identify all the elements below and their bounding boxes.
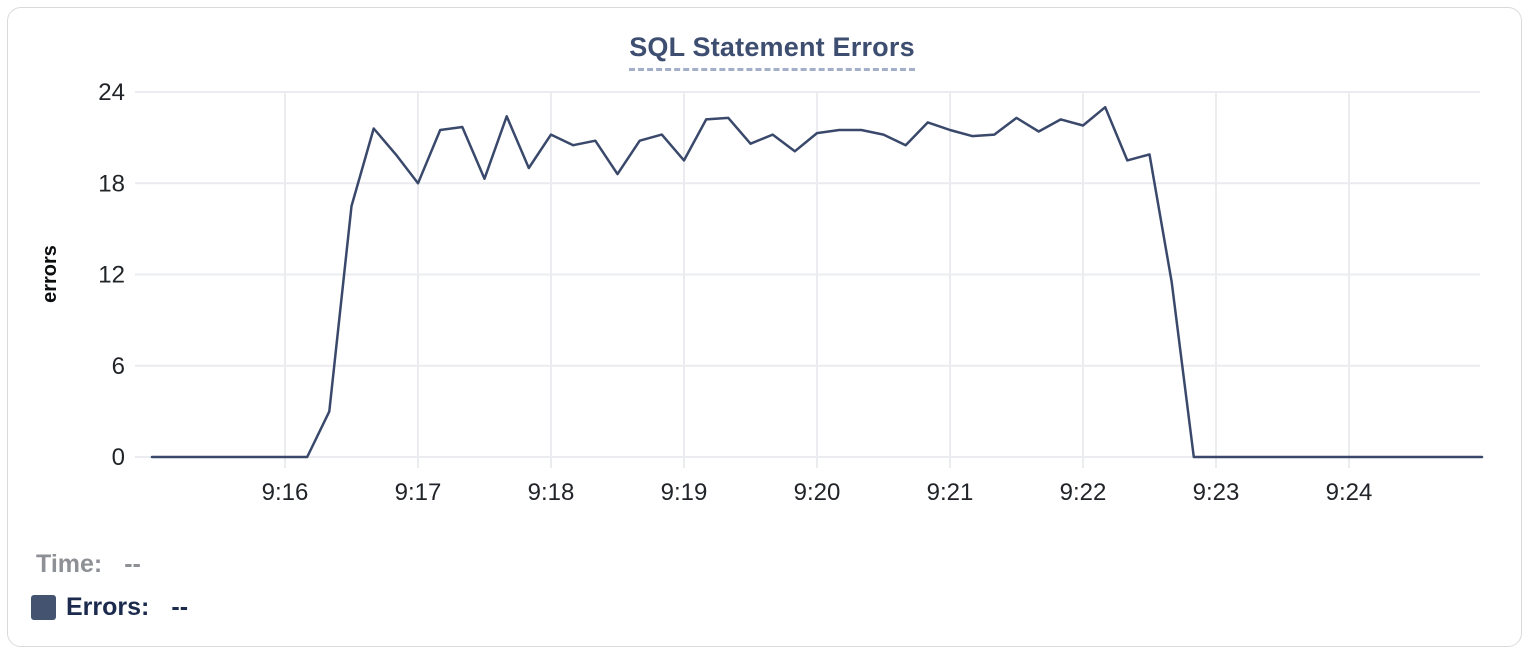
- x-tick-label: 9:17: [395, 479, 442, 506]
- tooltip-errors-value: --: [171, 593, 189, 621]
- y-tick-label: 0: [112, 444, 125, 471]
- y-axis-label: errors: [39, 245, 61, 303]
- chart-title[interactable]: SQL Statement Errors: [629, 32, 915, 71]
- chart-title-row: SQL Statement Errors: [8, 32, 1528, 71]
- line-chart-plot-area[interactable]: 0 6 12 18 24 9:16 9:17 9:18 9:19 9:20 9:21 9:22 9:23…: [8, 8, 1528, 660]
- y-tick-label: 6: [112, 353, 125, 380]
- x-tick-label: 9:20: [794, 479, 841, 506]
- y-tick-label: 24: [98, 79, 125, 106]
- x-tick-label: 9:19: [661, 479, 708, 506]
- tooltip-time-row: Time: --: [36, 550, 141, 579]
- y-tick-label: 12: [98, 262, 125, 289]
- x-tick-label: 9:18: [528, 479, 575, 506]
- tooltip-time-value: --: [124, 550, 141, 578]
- x-tick-label: 9:21: [927, 479, 974, 506]
- tooltip-time-label: Time:: [36, 550, 103, 578]
- x-tick-label: 9:22: [1060, 479, 1107, 506]
- legend-errors-row: Errors: --: [31, 593, 188, 622]
- x-tick-label: 9:24: [1326, 479, 1373, 506]
- tooltip-errors-label: Errors:: [66, 593, 150, 621]
- y-tick-label: 18: [98, 170, 125, 197]
- x-tick-label: 9:23: [1193, 479, 1240, 506]
- errors-series-swatch: [31, 595, 56, 620]
- chart-card: SQL Statement Errors 0 6 12 18 24 9:16 9:17 9:1…: [7, 7, 1522, 647]
- errors-series-line: [150, 105, 1484, 459]
- x-tick-label: 9:16: [262, 479, 309, 506]
